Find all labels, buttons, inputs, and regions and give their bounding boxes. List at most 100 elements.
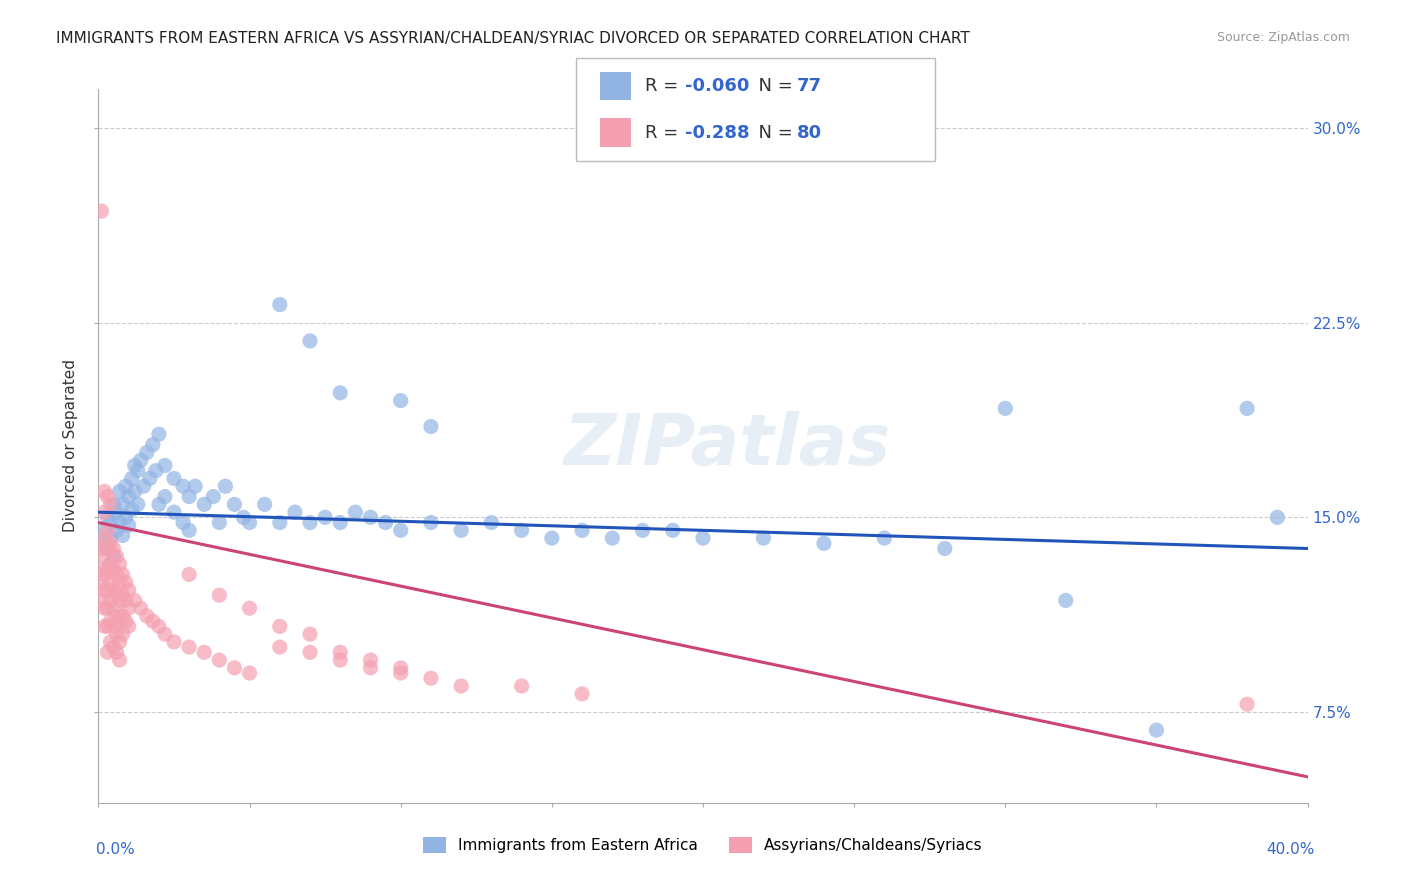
Point [184, 479, 207, 493]
Text: IMMIGRANTS FROM EASTERN AFRICA VS ASSYRIAN/CHALDEAN/SYRIAC DIVORCED OR SEPARATED: IMMIGRANTS FROM EASTERN AFRICA VS ASSYRI… [56, 31, 970, 46]
Point [450, 524, 472, 538]
Point [90, 575, 112, 590]
Point [93, 484, 115, 499]
Point [93, 619, 115, 633]
Point [93, 524, 115, 538]
Point [96, 510, 118, 524]
Text: 80: 80 [797, 124, 823, 142]
Point [108, 575, 131, 590]
Point [148, 619, 170, 633]
Point [153, 490, 176, 504]
Text: 40.0%: 40.0% [1267, 842, 1315, 856]
Point [108, 653, 131, 667]
Point [661, 524, 683, 538]
Point [100, 575, 122, 590]
Point [111, 609, 134, 624]
Point [90, 541, 112, 556]
Point [344, 505, 367, 519]
Point [100, 497, 122, 511]
Point [360, 653, 382, 667]
Point [540, 531, 562, 545]
Point [100, 516, 122, 530]
Point [103, 549, 125, 564]
Point [90, 562, 112, 576]
Point [163, 471, 186, 485]
Point [129, 453, 152, 467]
Point [93, 567, 115, 582]
Point [93, 505, 115, 519]
Text: Source: ZipAtlas.com: Source: ZipAtlas.com [1216, 31, 1350, 45]
Point [224, 661, 246, 675]
Text: ZIPatlas: ZIPatlas [564, 411, 891, 481]
Text: 0.0%: 0.0% [96, 842, 135, 856]
Point [129, 601, 152, 615]
Point [142, 614, 165, 628]
Point [100, 557, 122, 571]
Point [1267, 510, 1289, 524]
Point [135, 445, 157, 459]
Point [105, 549, 128, 564]
Point [179, 490, 201, 504]
Point [96, 524, 118, 538]
Point [127, 497, 149, 511]
Point [100, 593, 122, 607]
Point [571, 687, 593, 701]
Point [299, 516, 322, 530]
Point [602, 531, 624, 545]
Point [96, 490, 118, 504]
Point [389, 524, 412, 538]
Point [299, 627, 322, 641]
Point [93, 601, 115, 615]
Point [631, 524, 654, 538]
Point [179, 524, 201, 538]
Point [108, 593, 131, 607]
Point [224, 497, 246, 511]
Point [100, 536, 122, 550]
Point [96, 582, 118, 597]
Point [111, 627, 134, 641]
Point [752, 531, 775, 545]
Point [1236, 401, 1258, 416]
Y-axis label: Divorced or Separated: Divorced or Separated [63, 359, 79, 533]
Point [314, 510, 336, 524]
Point [103, 582, 125, 597]
Point [208, 588, 231, 602]
Point [96, 645, 118, 659]
Point [114, 479, 136, 493]
Point [93, 549, 115, 564]
Point [420, 671, 443, 685]
Point [329, 516, 352, 530]
Point [105, 609, 128, 624]
Point [121, 471, 143, 485]
Point [208, 516, 231, 530]
Point [299, 645, 322, 659]
Point [124, 458, 146, 473]
Point [172, 479, 194, 493]
Point [269, 297, 291, 311]
Point [124, 484, 146, 499]
Point [96, 619, 118, 633]
Text: R =: R = [645, 77, 685, 95]
Point [360, 510, 382, 524]
Point [93, 582, 115, 597]
Point [90, 204, 112, 219]
Point [105, 645, 128, 659]
Point [239, 666, 262, 681]
Point [420, 419, 443, 434]
Point [118, 518, 141, 533]
Point [108, 516, 131, 530]
Point [148, 497, 170, 511]
Point [100, 635, 122, 649]
Point [214, 479, 236, 493]
Point [103, 640, 125, 654]
Point [420, 516, 443, 530]
Legend: Immigrants from Eastern Africa, Assyrians/Chaldeans/Syriacs: Immigrants from Eastern Africa, Assyrian… [418, 831, 988, 859]
Point [111, 567, 134, 582]
Point [692, 531, 714, 545]
Point [105, 627, 128, 641]
Point [299, 334, 322, 348]
Point [111, 588, 134, 602]
Point [93, 531, 115, 545]
Point [510, 679, 533, 693]
Point [253, 497, 276, 511]
